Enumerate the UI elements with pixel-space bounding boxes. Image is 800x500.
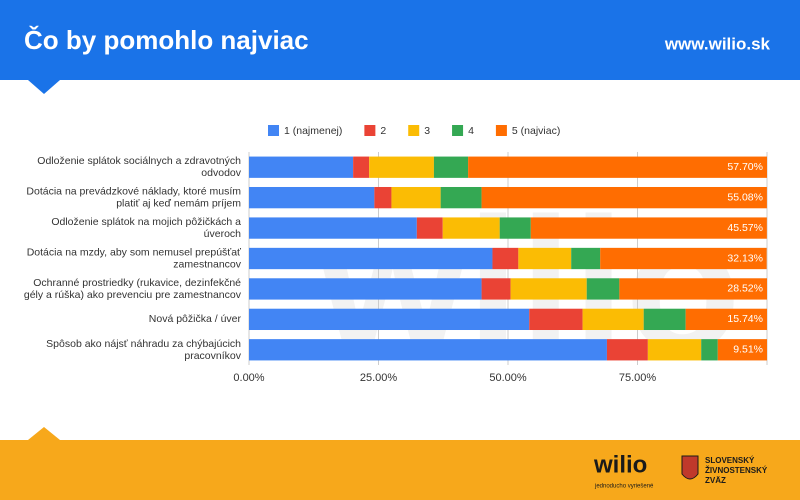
legend-label: 4 — [468, 125, 474, 137]
bar-segment — [481, 278, 511, 300]
bar-segment — [529, 308, 583, 331]
x-tick-label: 25.00% — [360, 372, 398, 384]
bar-segment — [518, 247, 572, 270]
bar-segment — [701, 339, 718, 361]
value-label: 32.13% — [727, 252, 763, 264]
bar-segment — [600, 247, 767, 270]
footer-logo: wilio — [593, 451, 647, 478]
x-tick-label: 75.00% — [619, 372, 657, 384]
legend-label: 5 (najviac) — [512, 125, 560, 137]
bar-segment — [249, 308, 530, 331]
x-tick-label: 0.00% — [233, 372, 264, 384]
legend-swatch — [364, 125, 376, 136]
legend-swatch — [408, 125, 420, 136]
bar-segment — [571, 247, 601, 270]
bar-segment — [481, 186, 767, 209]
bar-segment — [369, 156, 434, 178]
partner-line: ZVÄZ — [705, 476, 726, 485]
category-label: Spôsob ako nájsť náhradu za chýbajúcich p… — [46, 338, 242, 362]
legend-label: 3 — [424, 125, 430, 137]
bar-segment — [249, 156, 354, 178]
value-label: 57.70% — [727, 161, 763, 173]
bar-segment — [468, 156, 767, 178]
bar-segment — [582, 308, 644, 331]
header-band — [0, 0, 800, 80]
bar-segment — [416, 217, 443, 239]
value-label: 55.08% — [727, 191, 763, 203]
bar-segment — [530, 217, 767, 239]
partner-line: ŽIVNOSTENSKÝ — [705, 466, 768, 475]
footer-slogan: jednoducho vyriešené — [594, 484, 654, 490]
value-label: 15.74% — [727, 313, 763, 325]
legend-swatch — [495, 125, 507, 136]
plot: 0.00% 25.00% 50.00% 75.00% 1 (najmenej) 2 3 4 5 … — [24, 125, 768, 384]
bar-segment — [717, 339, 767, 361]
bar-segment — [433, 156, 469, 178]
bar-segment — [249, 247, 493, 270]
category-label: Dotácia na prevádzkové náklady, ktoré mu… — [26, 185, 241, 209]
category-label: Ochranné prostriedky (rukavice, dezinfek… — [24, 277, 242, 301]
bar-segment — [249, 217, 417, 239]
bar-segment — [510, 278, 587, 300]
slide-title: Čo by pomohlo najviac — [24, 25, 309, 55]
bar-segment — [492, 247, 519, 270]
partner-emblem — [681, 455, 699, 480]
bar-segment — [249, 186, 375, 209]
bar-segment — [440, 186, 482, 209]
category-label: Nová pôžička / úver — [149, 313, 242, 325]
bar-segment — [643, 308, 686, 331]
bar-segment — [353, 156, 370, 178]
value-label: 9.51% — [733, 344, 763, 356]
header-notch — [28, 80, 60, 94]
bar-segment — [249, 278, 482, 300]
bar-segment — [606, 339, 648, 361]
bar-segment — [249, 339, 607, 361]
legend-swatch — [268, 125, 279, 136]
bar-segment — [685, 308, 767, 331]
legend-label: 2 — [380, 125, 386, 137]
bar-segment — [647, 339, 702, 361]
category-label: Odloženie splátok sociálnych a zdravotný… — [37, 155, 241, 179]
bar-segment — [374, 186, 392, 209]
footer-band — [0, 440, 800, 500]
bar-segment — [619, 278, 767, 300]
bar-segment — [442, 217, 500, 239]
bar-segment — [499, 217, 531, 239]
bar-segment — [586, 278, 620, 300]
category-label: Dotácia na mzdy, aby som nemusel prepúšť… — [27, 246, 242, 270]
bar-segment — [391, 186, 441, 209]
site-url: www.wilio.sk — [664, 34, 771, 53]
value-label: 45.57% — [727, 222, 763, 234]
partner-line: SLOVENSKÝ — [705, 456, 755, 465]
legend-swatch — [452, 125, 464, 136]
legend-label: 1 (najmenej) — [284, 125, 342, 137]
footer-notch — [28, 427, 60, 440]
value-label: 28.52% — [727, 283, 763, 295]
x-tick-label: 50.00% — [489, 372, 527, 384]
